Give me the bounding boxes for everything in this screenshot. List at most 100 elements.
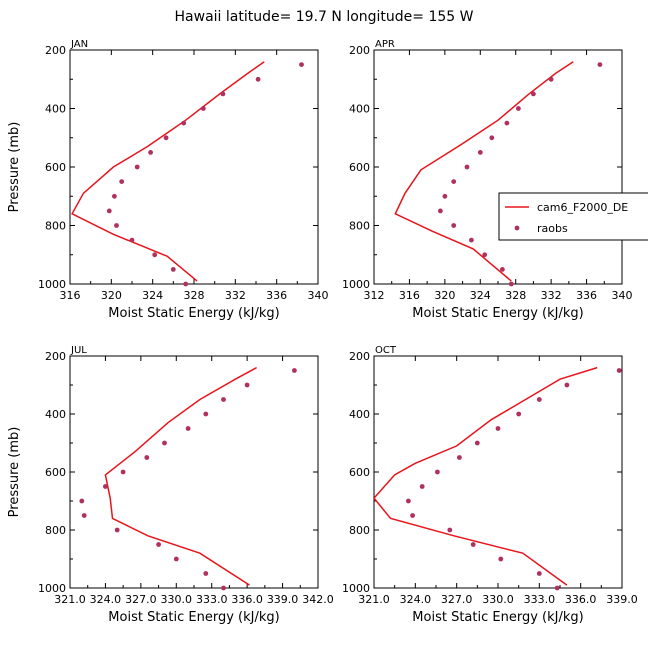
obs-point xyxy=(134,164,140,170)
x-tick-label: 336 xyxy=(266,289,287,302)
obs-point xyxy=(597,62,603,67)
obs-point xyxy=(489,135,495,141)
y-tick-label: 200 xyxy=(45,44,66,57)
plot-frame xyxy=(69,49,319,285)
obs-point xyxy=(536,571,542,576)
y-tick-label: 1000 xyxy=(342,278,370,291)
y-tick-label: 600 xyxy=(349,466,370,479)
x-tick-label: 340 xyxy=(308,289,329,302)
panel-jan: JAN 316 320 324 328 332 336 340 200 400 600 800 1000… xyxy=(7,39,329,321)
obs-point xyxy=(451,179,457,185)
obs-point xyxy=(616,368,622,373)
obs-point xyxy=(419,484,425,489)
y-axis-label: Pressure (mb) xyxy=(7,122,22,213)
x-tick-label: 324 xyxy=(142,289,163,302)
plot-frame xyxy=(373,49,623,285)
x-tick-label: 320 xyxy=(434,289,455,302)
obs-point xyxy=(470,542,476,547)
obs-point xyxy=(482,252,488,258)
obs-point xyxy=(244,382,250,388)
obs-point xyxy=(173,556,179,562)
x-tick-label: 333.0 xyxy=(524,593,556,606)
plot-frame xyxy=(373,355,623,589)
obs-point xyxy=(163,135,169,141)
obs-point xyxy=(220,91,226,97)
obs-point xyxy=(170,267,176,272)
panel-label: JUL xyxy=(70,345,87,356)
x-tick-label: 332 xyxy=(225,289,246,302)
x-tick-label: 320 xyxy=(101,289,122,302)
y-tick-label: 1000 xyxy=(38,278,66,291)
model-line xyxy=(374,366,598,586)
obs-point xyxy=(516,411,522,417)
x-tick-label: 332 xyxy=(541,289,562,302)
obs-point xyxy=(516,106,521,111)
panel-label: APR xyxy=(375,39,395,50)
y-tick-label: 1000 xyxy=(38,582,66,595)
obs-point xyxy=(200,106,206,111)
obs-point xyxy=(435,469,440,475)
x-axis-label: Moist Static Energy (kJ/kg) xyxy=(412,306,583,321)
obs-point xyxy=(464,164,470,170)
plot-frame xyxy=(69,355,319,589)
legend-box xyxy=(498,192,648,241)
obs-point xyxy=(504,120,510,126)
y-tick-label: 800 xyxy=(45,220,66,233)
y-tick-label: 400 xyxy=(349,408,370,421)
x-tick-label: 324.0 xyxy=(400,593,432,606)
x-tick-label: 330.0 xyxy=(482,593,514,606)
y-tick-label: 800 xyxy=(349,524,370,537)
obs-point xyxy=(447,527,453,533)
panel-label: OCT xyxy=(375,345,397,356)
x-tick-label: 336.0 xyxy=(231,593,263,606)
obs-point xyxy=(508,281,514,287)
obs-point xyxy=(221,585,226,591)
x-tick-label: 339.0 xyxy=(267,593,299,606)
panel-apr: APR 312 316 320 324 328 332 336 340 200 400 600 800 1… xyxy=(342,39,648,321)
obs-point xyxy=(144,455,150,460)
x-tick-label: 330.0 xyxy=(161,593,193,606)
x-tick-label: 328 xyxy=(505,289,526,302)
x-tick-label: 327.0 xyxy=(441,593,473,606)
x-tick-label: 316 xyxy=(60,289,81,302)
obs-point xyxy=(129,237,135,243)
obs-point xyxy=(162,440,167,446)
y-tick-label: 1000 xyxy=(342,582,370,595)
obs-point xyxy=(106,208,112,214)
legend-marker-swatch xyxy=(514,225,520,231)
obs-point xyxy=(498,556,504,562)
x-tick-label: 324.0 xyxy=(90,593,122,606)
x-axis-label: Moist Static Energy (kJ/kg) xyxy=(412,610,583,625)
y-tick-label: 200 xyxy=(45,350,66,363)
obs-point xyxy=(112,193,117,199)
y-tick-label: 600 xyxy=(45,161,66,174)
model-line xyxy=(71,61,265,282)
x-axis-label: Moist Static Energy (kJ/kg) xyxy=(108,610,279,625)
x-tick-label: 333.0 xyxy=(196,593,228,606)
obs-point xyxy=(495,426,501,431)
x-tick-label: 336 xyxy=(576,289,597,302)
x-tick-label: 312 xyxy=(364,289,385,302)
obs-point xyxy=(181,120,187,126)
y-tick-label: 400 xyxy=(45,408,66,421)
panel-label: JAN xyxy=(70,39,88,50)
figure-title: Hawaii latitude= 19.7 N longitude= 155 W xyxy=(175,9,474,25)
obs-point xyxy=(531,91,536,97)
x-tick-label: 336.0 xyxy=(565,593,597,606)
obs-point xyxy=(156,542,162,547)
obs-point xyxy=(119,179,125,185)
obs-point xyxy=(221,397,226,402)
obs-point xyxy=(469,237,474,243)
y-tick-label: 400 xyxy=(349,103,370,116)
x-tick-label: 324 xyxy=(470,289,491,302)
y-tick-label: 800 xyxy=(349,220,370,233)
panel-oct: OCT 321.0 324.0 327.0 330.0 333.0 336.0 339.0 20… xyxy=(342,345,638,625)
y-tick-label: 600 xyxy=(45,466,66,479)
obs-point xyxy=(474,440,480,446)
legend-obs-label: raobs xyxy=(537,222,568,235)
y-tick-label: 800 xyxy=(45,524,66,537)
x-tick-label: 321.0 xyxy=(358,593,390,606)
x-tick-label: 340 xyxy=(612,289,633,302)
x-tick-label: 316 xyxy=(399,289,420,302)
